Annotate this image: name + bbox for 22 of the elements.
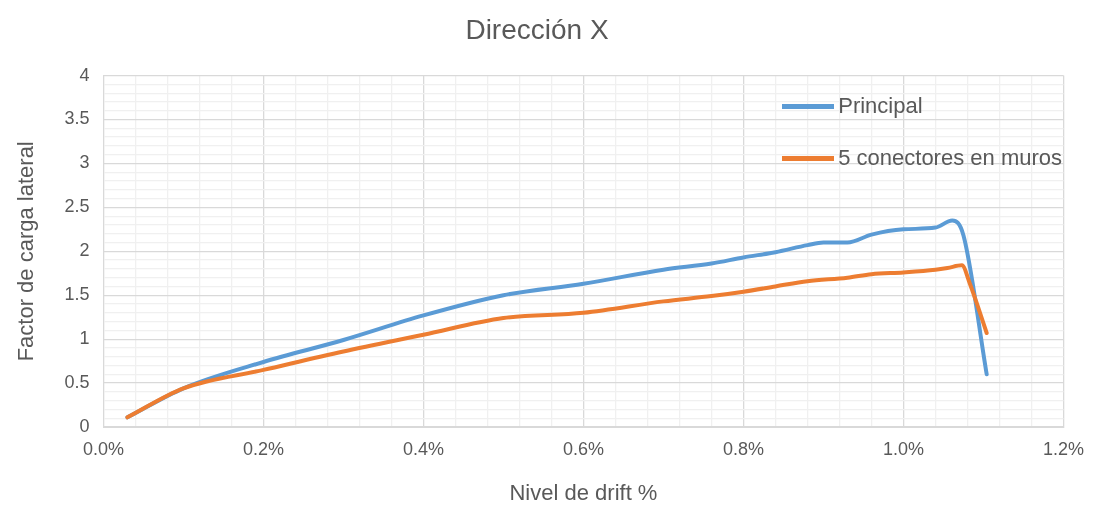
x-tick-label: 1.0% xyxy=(882,438,924,459)
line-series xyxy=(125,263,989,420)
x-tick-label: 0.0% xyxy=(82,438,124,459)
x-tick-label: 0.6% xyxy=(562,438,604,459)
x-tick-label: 0.4% xyxy=(402,438,444,459)
chart-title: Dirección X xyxy=(465,13,609,45)
y-tick-label: 0.5 xyxy=(64,372,90,393)
y-tick-label: 3 xyxy=(79,152,90,173)
legend-label: Principal xyxy=(838,93,923,119)
y-tick-label: 3.5 xyxy=(64,108,90,129)
legend-label: 5 conectores en muros xyxy=(838,145,1062,171)
y-tick-label: 4 xyxy=(79,64,90,85)
y-tick-label: 0 xyxy=(79,415,90,436)
x-tick-label: 0.2% xyxy=(242,438,284,459)
x-tick-label: 0.8% xyxy=(722,438,764,459)
y-tick-label: 2.5 xyxy=(64,196,90,217)
y-tick-label: 1 xyxy=(79,328,90,349)
y-tick-label: 1.5 xyxy=(64,284,90,305)
x-axis-title: Nivel de drift % xyxy=(509,479,658,505)
x-tick-label: 1.2% xyxy=(1042,438,1084,459)
y-axis-title: Factor de carga lateral xyxy=(13,141,39,362)
y-tick-label: 2 xyxy=(79,240,90,261)
